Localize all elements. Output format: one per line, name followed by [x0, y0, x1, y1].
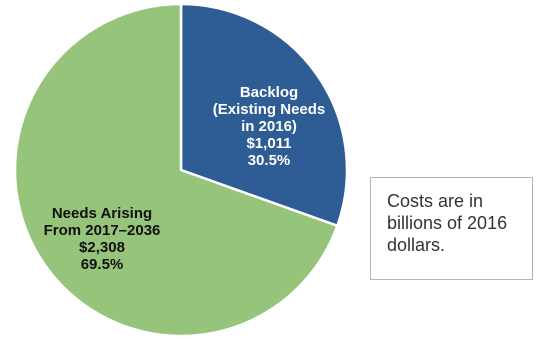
pie-slice-1 [13, 2, 339, 338]
units-note-line-2: billions of 2016 [387, 213, 508, 233]
slice-value-label-1: $2,308 [79, 239, 125, 256]
slice-value-label-0: $1,011 [246, 135, 291, 152]
units-note-line-3: dollars. [387, 235, 446, 255]
pie-slice-0 [179, 2, 349, 228]
slice-label-0-line-0: Backlog [240, 84, 298, 101]
slice-label-0-line-2: in 2016) [241, 118, 297, 135]
slice-percent-label-1: 69.5% [81, 256, 124, 273]
slice-label-0-line-1: (Existing Needs [213, 101, 326, 118]
slice-percent-label-0: 30.5% [248, 152, 291, 169]
slice-label-1-line-0: Needs Arising [52, 205, 152, 222]
units-note: Costs are in billions of 2016 dollars. [370, 177, 533, 280]
slice-label-1-line-1: From 2017–2036 [44, 222, 161, 239]
units-note-line-1: Costs are in [387, 191, 484, 211]
